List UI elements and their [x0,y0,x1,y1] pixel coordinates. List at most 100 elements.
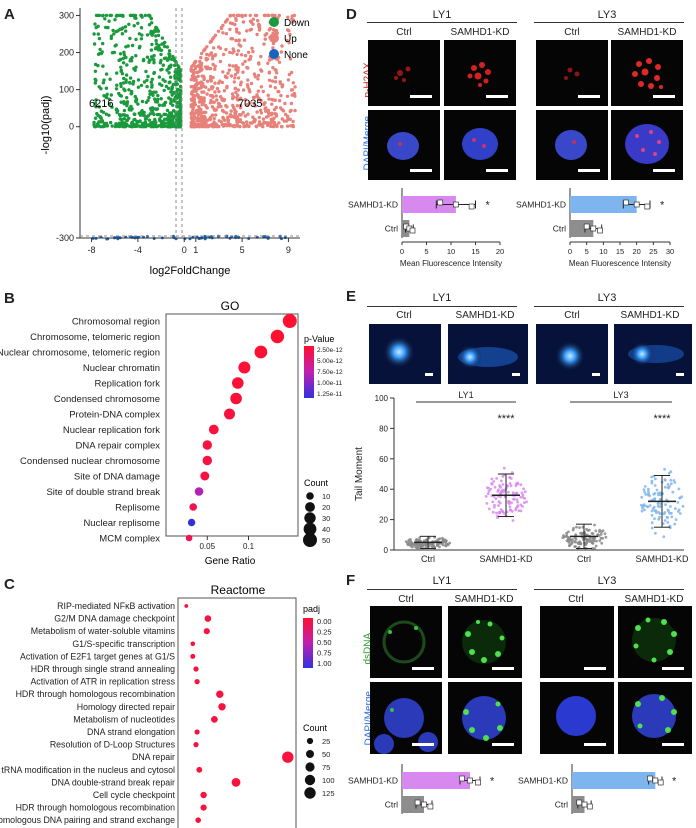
e-datapoint [516,504,520,508]
reactome-dot [203,628,210,635]
volcano-point-down [165,108,170,113]
reactome-dot [194,729,200,735]
volcano-point-up [228,27,232,32]
e-datapoint [514,506,518,510]
e-datapoint [498,484,502,488]
volcano-point-up [234,27,239,31]
volcano-point-up [213,81,217,85]
e-datapoint [407,543,411,546]
go-dot [238,361,251,374]
volcano-point-up [195,118,199,123]
e-datapoint [490,482,493,485]
volcano-point-down [168,75,173,79]
go-count-dot [303,522,317,536]
e-datapoint [414,545,417,549]
d-col-ctrl-2: Ctrl [564,27,580,38]
e-datapoint [414,539,418,542]
volcano-point-up [217,102,221,106]
volcano-point-down [175,101,179,105]
volcano-point-down [108,77,112,81]
volcano-point-up [224,32,229,36]
reactome-dot [211,716,218,723]
volcano-point-up [194,83,198,87]
go-dot [232,377,244,389]
volcano-point-up [264,109,268,114]
volcano-point-down [139,37,144,41]
reactome-dot [194,679,200,685]
volcano-point-up [255,32,259,37]
volcano-point-down [107,102,112,106]
volcano-point-up [222,118,227,123]
go-category-label: Chromosome, telomeric region [30,332,160,343]
volcano-point-up [287,41,291,45]
volcano-point-up [232,80,236,84]
f-image-ly3-ctrl-dsdna [540,606,614,678]
volcano-point-up [238,118,243,122]
volcano-point-up [233,115,237,120]
volcano-point-down [124,78,128,82]
volcano-point-down [161,63,165,67]
e-datapoint [646,505,650,509]
volcano-point-up [286,78,291,82]
volcano-point-up [221,23,225,28]
e-datapoint [510,510,514,513]
volcano-point-down [112,32,116,36]
volcano-point-up [266,108,271,113]
f-col-kd-1: SAMHD1-KD [454,594,514,605]
reactome-color-scale [303,618,313,668]
volcano-point-down [118,117,123,121]
e-datapoint [573,536,577,540]
e-datapoint [673,522,677,526]
go-dot [208,424,219,435]
volcano-point-up [275,124,279,129]
volcano-point-down [118,27,122,31]
e-datapoint [647,487,650,491]
e-datapoint [430,545,434,549]
volcano-point-up [277,121,281,125]
reactome-count-dot [305,762,315,772]
volcano-point-up [221,70,225,74]
e-datapoint [663,519,667,522]
e-datapoint [425,538,429,541]
volcano-point-down [128,36,132,41]
volcano-point-up [199,61,204,66]
volcano-point-up [288,117,292,122]
volcano-point-down [165,45,170,49]
e-datapoint [514,491,518,495]
volcano-point-down [164,84,169,89]
reactome-count-dot [306,750,314,758]
volcano-point-up [242,38,247,42]
go-category-label: Condensed chromosome [54,394,160,405]
e-datapoint [433,545,436,549]
volcano-point-down [121,81,126,85]
volcano-point-up [193,103,198,107]
volcano-point-down [121,61,126,65]
volcano-point-down [160,42,164,46]
volcano-point-up [263,37,267,41]
volcano-point-down [99,116,103,120]
volcano-point-up [235,120,239,125]
volcano-y-tick-label: 200 [59,48,74,58]
volcano-point-up [224,111,229,115]
d-image-ly1-ctrl-dapi [368,110,440,180]
e-significance-ly3: **** [653,413,671,425]
volcano-point-up [241,70,245,74]
volcano-point-up [275,71,279,75]
volcano-point-down [94,25,98,30]
volcano-point-up [227,63,232,67]
e-datapoint [663,511,667,514]
volcano-point-up [209,51,214,55]
volcano-point-down [107,19,111,23]
volcano-point-up [253,13,258,18]
volcano-point-down [140,33,144,37]
e-datapoint [591,542,595,545]
e-datapoint [658,491,662,494]
e-y-tick-label: 40 [379,485,388,494]
go-category-label: Site of DNA damage [74,472,160,483]
e-datapoint [650,521,654,525]
volcano-point-down [113,124,118,129]
volcano-point-up [291,18,296,22]
volcano-point-up [241,121,245,125]
e-datapoint [511,519,515,522]
volcano-point-down [165,58,170,62]
